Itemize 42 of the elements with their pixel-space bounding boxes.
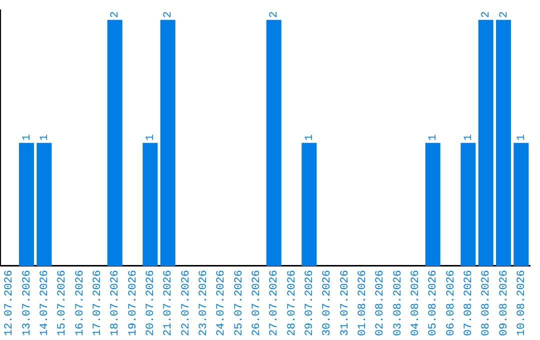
x-tick-label: 16.07.2026 <box>74 270 86 336</box>
x-tick-label: 18.07.2026 <box>110 270 122 336</box>
x-tick-label: 15.07.2026 <box>56 270 69 336</box>
x-tick-label: 04.08.2026 <box>410 270 422 336</box>
x-tick-label: 28.07.2026 <box>286 270 298 336</box>
x-tick-label: 22.07.2026 <box>180 270 192 336</box>
x-tick-label: 05.08.2026 <box>428 270 440 336</box>
data-label: 1 <box>39 134 52 141</box>
x-tick-label: 25.07.2026 <box>233 270 246 336</box>
x-tick-label: 01.08.2026 <box>357 270 370 336</box>
x-tick-label: 09.08.2026 <box>498 270 510 336</box>
data-label: 1 <box>463 134 476 141</box>
x-tick-label: 14.07.2026 <box>39 270 52 336</box>
data-label: 1 <box>304 134 316 141</box>
data-label: 2 <box>480 11 493 18</box>
x-tick-label: 08.08.2026 <box>480 270 493 336</box>
x-tick-label: 03.08.2026 <box>392 270 404 336</box>
x-tick-label: 23.07.2026 <box>198 270 210 336</box>
data-label: 1 <box>516 134 528 141</box>
data-label: 2 <box>268 11 281 18</box>
x-tick-label: 13.07.2026 <box>21 270 34 336</box>
data-label: 1 <box>145 134 158 141</box>
x-tick-label: 26.07.2026 <box>251 270 264 336</box>
data-label: 2 <box>110 11 122 18</box>
x-tick-label: 02.08.2026 <box>374 270 387 336</box>
data-label: 2 <box>498 11 510 18</box>
x-tick-label: 06.08.2026 <box>445 270 458 336</box>
x-tick-label: 17.07.2026 <box>92 270 104 336</box>
x-tick-label: 27.07.2026 <box>268 270 281 336</box>
x-tick-label: 10.08.2026 <box>516 270 528 336</box>
x-tick-label: 21.07.2026 <box>162 270 175 336</box>
data-label: 1 <box>21 134 34 141</box>
x-tick-label: 24.07.2026 <box>216 270 228 336</box>
x-tick-label: 29.07.2026 <box>304 270 316 336</box>
x-tick-label: 20.07.2026 <box>145 270 158 336</box>
x-tick-label: 30.07.2026 <box>322 270 334 336</box>
x-tick-label: 19.07.2026 <box>127 270 140 336</box>
x-tick-label: 31.07.2026 <box>339 270 352 336</box>
x-tick-label: 12.07.2026 <box>4 270 16 336</box>
data-label: 1 <box>428 134 440 141</box>
x-tick-label: 07.08.2026 <box>463 270 476 336</box>
data-label: 2 <box>162 11 175 18</box>
